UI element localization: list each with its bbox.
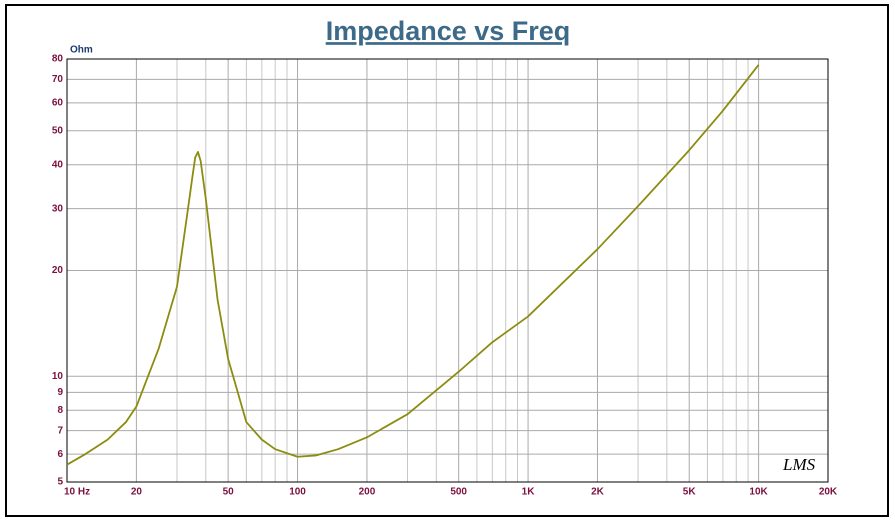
- y-tick-label: 7: [57, 425, 63, 436]
- x-tick-label: 1K: [522, 487, 536, 498]
- y-tick-label: 5: [57, 477, 63, 488]
- x-tick-label: 200: [359, 487, 376, 498]
- y-tick-label: 9: [57, 387, 63, 398]
- y-tick-label: 40: [52, 159, 64, 170]
- x-tick-label: 20: [131, 487, 143, 498]
- plot-border: [66, 58, 829, 483]
- x-tick-label: 500: [450, 487, 467, 498]
- y-tick-label: 60: [52, 98, 64, 109]
- y-tick-label: 80: [52, 54, 64, 65]
- y-tick-label: 10: [52, 371, 64, 382]
- x-tick-label: 100: [289, 487, 306, 498]
- x-tick-label: 2K: [591, 487, 605, 498]
- x-tick-label: 10 Hz: [64, 487, 90, 498]
- frame: [5, 4, 889, 517]
- y-tick-label: 6: [57, 449, 63, 460]
- x-tick-label: 20K: [819, 487, 838, 498]
- chart-title: Impedance vs Freq: [326, 16, 571, 46]
- y-tick-label: 50: [52, 125, 64, 136]
- y-tick-label: 70: [52, 74, 64, 85]
- x-tick-label: 10K: [749, 487, 768, 498]
- impedance-curve: [66, 64, 760, 466]
- y-axis-label: Ohm: [70, 45, 93, 56]
- y-tick-label: 20: [52, 265, 64, 276]
- annotation: LMS: [782, 455, 816, 474]
- y-tick-label: 8: [57, 405, 63, 416]
- y-tick-label: 30: [52, 203, 64, 214]
- x-tick-label: 5K: [683, 487, 697, 498]
- x-tick-label: 50: [223, 487, 235, 498]
